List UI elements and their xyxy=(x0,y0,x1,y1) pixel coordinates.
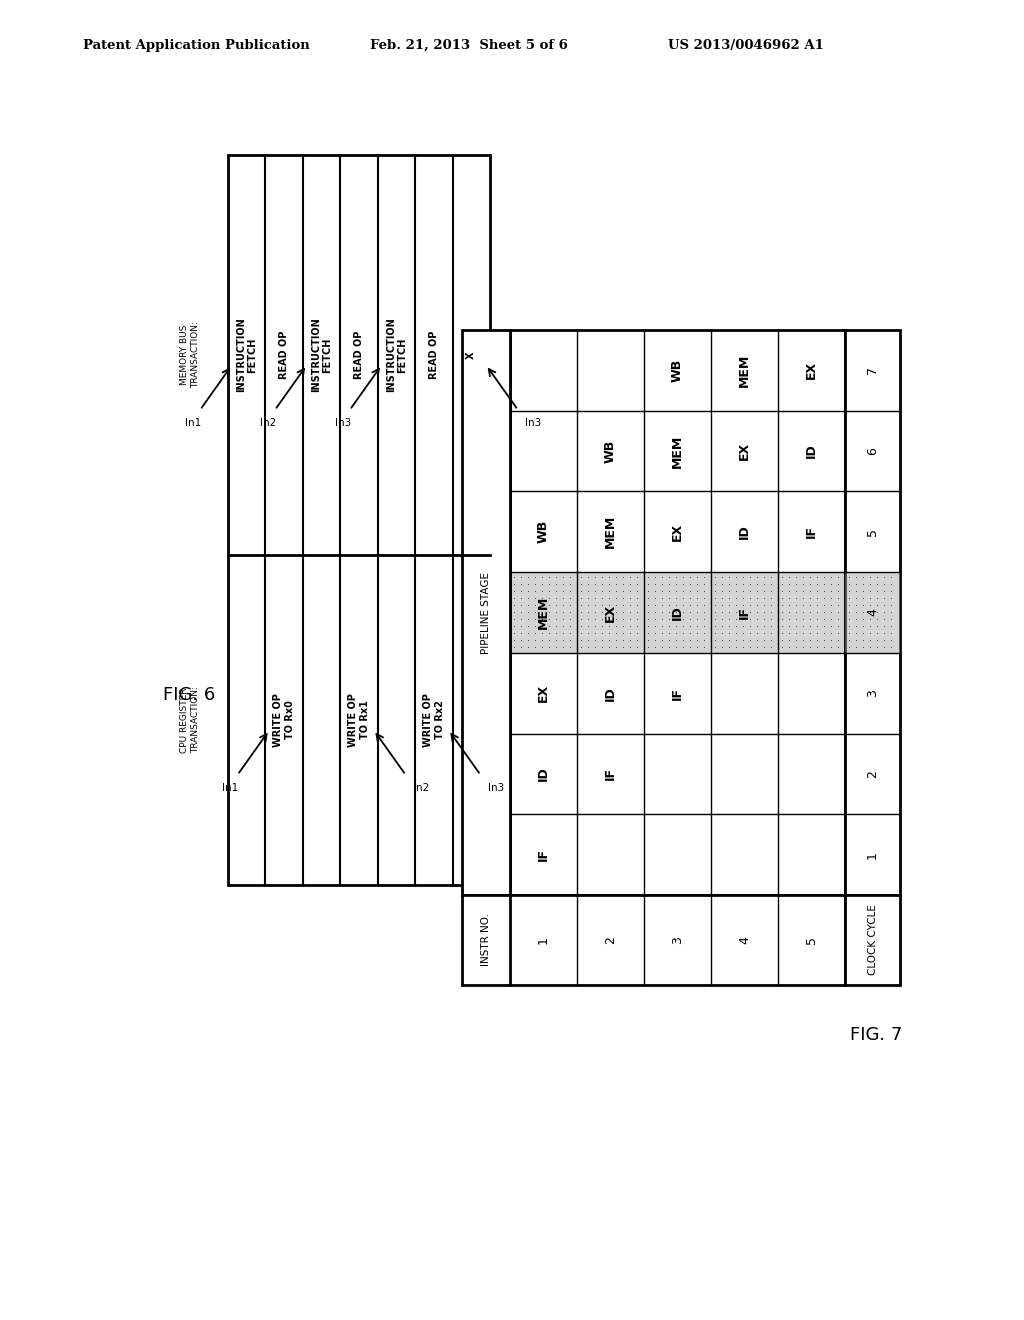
Text: READ OP: READ OP xyxy=(354,331,364,379)
Bar xyxy=(228,154,490,884)
Bar xyxy=(462,895,845,985)
Text: 2: 2 xyxy=(604,936,617,944)
Text: 6: 6 xyxy=(866,447,879,455)
Text: EX: EX xyxy=(671,523,684,541)
Text: CPU REGISTER
TRANSACTION:: CPU REGISTER TRANSACTION: xyxy=(180,686,200,754)
Text: EX: EX xyxy=(738,442,751,461)
Text: 1: 1 xyxy=(866,850,879,858)
Text: EX: EX xyxy=(537,684,550,702)
Text: INSTR NO.: INSTR NO. xyxy=(481,913,490,966)
Bar xyxy=(577,572,644,653)
Text: ID: ID xyxy=(537,767,550,781)
Text: INSTRUCTION
FETCH: INSTRUCTION FETCH xyxy=(310,318,333,392)
Text: CLOCK CYCLE: CLOCK CYCLE xyxy=(867,904,878,975)
Text: X: X xyxy=(466,351,476,359)
Text: 3: 3 xyxy=(866,689,879,697)
Text: PIPELINE STAGE: PIPELINE STAGE xyxy=(481,572,490,653)
Text: WRITE OP
TO Rx1: WRITE OP TO Rx1 xyxy=(348,693,370,747)
Bar xyxy=(845,895,900,985)
Text: ID: ID xyxy=(671,605,684,620)
Text: IF: IF xyxy=(604,767,617,780)
Text: MEM: MEM xyxy=(537,595,550,630)
Text: IF: IF xyxy=(805,525,818,539)
Text: 5: 5 xyxy=(805,936,818,944)
Text: In2: In2 xyxy=(413,783,429,793)
Text: Patent Application Publication: Patent Application Publication xyxy=(83,38,309,51)
Text: In1: In1 xyxy=(185,418,201,428)
Text: 4: 4 xyxy=(866,609,879,616)
Bar xyxy=(644,572,711,653)
Text: 5: 5 xyxy=(866,528,879,536)
Bar xyxy=(845,330,900,895)
Text: INSTRUCTION
FETCH: INSTRUCTION FETCH xyxy=(236,318,257,392)
Text: In3: In3 xyxy=(335,418,351,428)
Text: 4: 4 xyxy=(738,936,751,944)
Bar xyxy=(462,330,510,895)
Text: WB: WB xyxy=(537,520,550,544)
Bar xyxy=(778,572,845,653)
Text: MEM: MEM xyxy=(671,434,684,467)
Text: US 2013/0046962 A1: US 2013/0046962 A1 xyxy=(668,38,824,51)
Text: 2: 2 xyxy=(866,770,879,777)
Text: MEM: MEM xyxy=(738,354,751,387)
Bar xyxy=(510,330,845,895)
Text: EX: EX xyxy=(604,603,617,622)
Text: 3: 3 xyxy=(671,936,684,944)
Text: EX: EX xyxy=(805,362,818,379)
Bar xyxy=(510,572,577,653)
Text: ID: ID xyxy=(738,524,751,539)
Text: IF: IF xyxy=(738,606,751,619)
Text: INSTRUCTION
FETCH: INSTRUCTION FETCH xyxy=(386,318,408,392)
Text: 1: 1 xyxy=(537,936,550,944)
Bar xyxy=(845,572,900,653)
Text: In3: In3 xyxy=(525,418,542,428)
Text: WRITE OP
TO Rx2: WRITE OP TO Rx2 xyxy=(423,693,444,747)
Text: FIG. 7: FIG. 7 xyxy=(850,1026,902,1044)
Text: In3: In3 xyxy=(487,783,504,793)
Text: READ OP: READ OP xyxy=(429,331,439,379)
Text: ID: ID xyxy=(604,686,617,701)
Text: IF: IF xyxy=(537,849,550,861)
Text: WB: WB xyxy=(604,440,617,463)
Text: READ OP: READ OP xyxy=(280,331,289,379)
Text: IF: IF xyxy=(671,686,684,700)
Text: 7: 7 xyxy=(866,367,879,375)
Text: FIG. 6: FIG. 6 xyxy=(163,686,215,704)
Text: MEMORY BUS
TRANSACTION:: MEMORY BUS TRANSACTION: xyxy=(180,322,200,388)
Text: WRITE OP
TO Rx0: WRITE OP TO Rx0 xyxy=(273,693,295,747)
Text: Feb. 21, 2013  Sheet 5 of 6: Feb. 21, 2013 Sheet 5 of 6 xyxy=(370,38,568,51)
Text: In2: In2 xyxy=(260,418,276,428)
Text: MEM: MEM xyxy=(604,515,617,548)
Bar xyxy=(711,572,778,653)
Text: ID: ID xyxy=(805,444,818,458)
Text: WB: WB xyxy=(671,359,684,381)
Text: In1: In1 xyxy=(222,783,239,793)
